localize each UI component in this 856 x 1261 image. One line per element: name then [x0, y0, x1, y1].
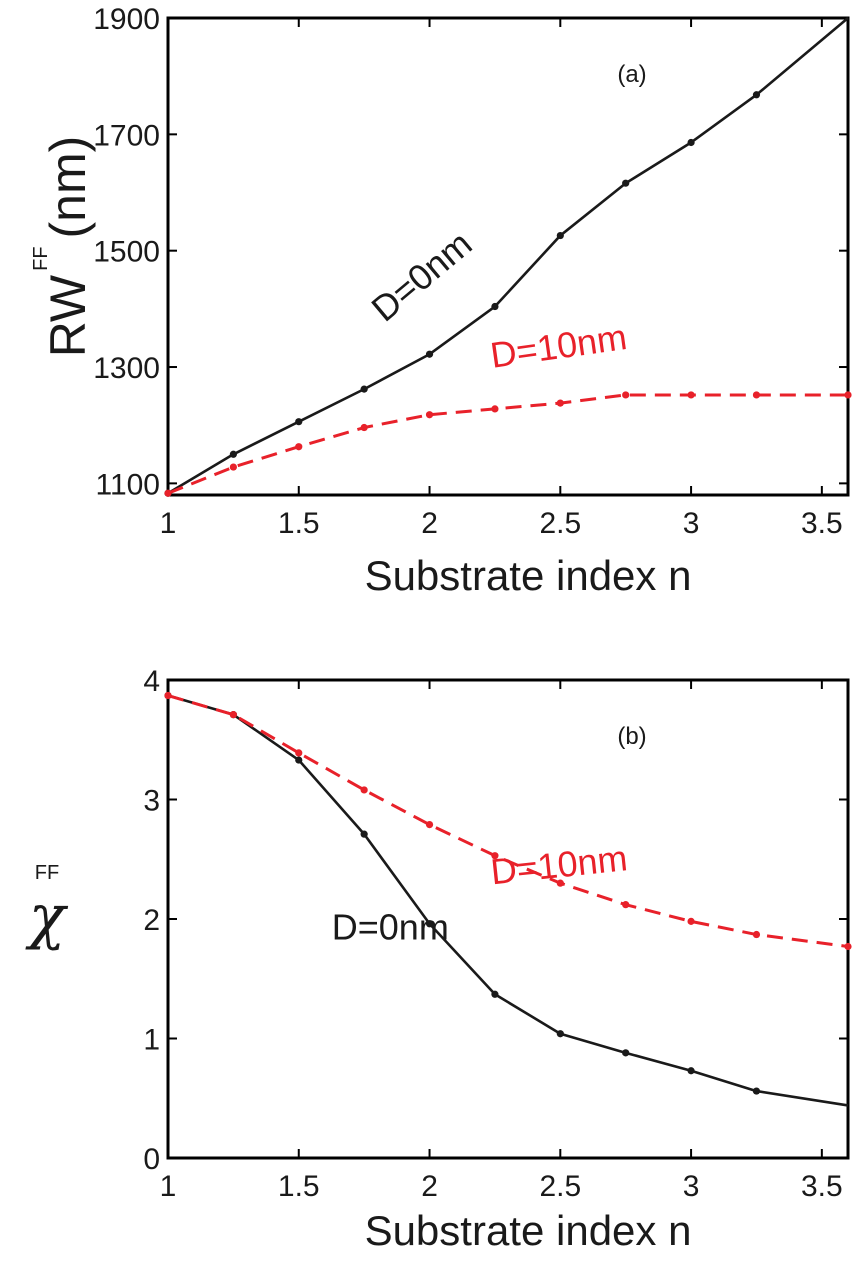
- x-tick-label: 1.5: [278, 1170, 320, 1203]
- series-line-d0nm: [167, 694, 849, 1107]
- data-point-d0nm: [687, 138, 695, 147]
- series-annotation: D=10nm: [489, 837, 630, 892]
- data-point-d10nm: [844, 942, 852, 951]
- data-point-d0nm: [491, 302, 499, 311]
- data-point-d10nm: [556, 879, 564, 887]
- data-point-d10nm: [425, 411, 434, 419]
- y-tick-label: 1500: [93, 236, 160, 269]
- y-tick-label: 4: [143, 665, 160, 698]
- data-point-d10nm: [295, 749, 303, 757]
- x-tick-label: 2: [421, 507, 438, 540]
- y-tick-label: 0: [143, 1143, 160, 1176]
- x-tick-label: 3: [683, 1170, 700, 1203]
- y-tick-label: 1300: [93, 352, 160, 385]
- x-tick-label: 3.5: [801, 1170, 843, 1203]
- data-point-d10nm: [844, 391, 852, 399]
- data-point-d0nm: [556, 1030, 564, 1038]
- x-tick-label: 1: [160, 507, 177, 540]
- x-tick-label: 1: [160, 1170, 177, 1203]
- data-point-d0nm: [622, 179, 630, 187]
- data-point-d10nm: [622, 901, 630, 909]
- data-point-d10nm: [752, 391, 761, 399]
- data-point-d0nm: [752, 91, 761, 99]
- data-point-d10nm: [360, 786, 368, 794]
- data-point-d0nm: [425, 350, 434, 358]
- data-point-d10nm: [556, 399, 564, 407]
- data-point-d10nm: [164, 691, 172, 700]
- data-point-d10nm: [164, 489, 172, 497]
- y-tick-label: 3: [143, 785, 160, 818]
- data-point-d0nm: [687, 1067, 695, 1075]
- x-tick-label: 1.5: [278, 507, 320, 540]
- y-axis-title: RW FF (nm): [30, 136, 96, 358]
- y-axis-title-unit: (nm): [40, 136, 96, 239]
- x-tick-label: 2.5: [539, 507, 581, 540]
- y-tick-label: 2: [143, 904, 160, 937]
- panel-tag: (b): [617, 723, 646, 750]
- data-point-d10nm: [752, 930, 761, 939]
- y-axis-title-superscript: FF: [30, 246, 52, 270]
- data-point-d0nm: [752, 1087, 761, 1095]
- y-tick-label: 1900: [93, 3, 160, 36]
- y-tick-label: 1100: [95, 468, 160, 501]
- data-point-d10nm: [229, 463, 237, 471]
- x-tick-label: 3: [683, 507, 700, 540]
- y-axis-title-main: RW: [40, 274, 96, 357]
- data-point-d0nm: [295, 756, 303, 764]
- data-point-d0nm: [360, 830, 368, 838]
- y-axis-title-symbol: χ: [25, 882, 69, 952]
- x-tick-label: 2.5: [539, 1170, 581, 1203]
- x-tick-label: 3.5: [801, 507, 843, 540]
- data-point-d10nm: [229, 711, 237, 719]
- data-point-d0nm: [360, 385, 368, 393]
- series-annotation: D=0nm: [332, 906, 449, 947]
- data-point-d0nm: [622, 1049, 630, 1057]
- data-point-d0nm: [425, 920, 434, 928]
- series-line-d10nm: [167, 694, 849, 948]
- data-point-d0nm: [295, 418, 303, 426]
- panel-tag: (a): [617, 61, 646, 88]
- series-annotation: D=10nm: [488, 316, 629, 376]
- data-point-d10nm: [491, 852, 499, 860]
- series-annotation: D=0nm: [363, 223, 479, 330]
- data-point-d10nm: [425, 820, 434, 829]
- data-point-d0nm: [491, 990, 499, 998]
- data-point-d0nm: [556, 231, 564, 240]
- x-axis-title: Substrate index n: [365, 1207, 692, 1254]
- y-tick-label: 1700: [93, 119, 160, 152]
- data-point-d10nm: [360, 423, 368, 432]
- x-axis-title: Substrate index n: [365, 552, 692, 599]
- series-line-d0nm: [167, 17, 849, 495]
- data-point-d0nm: [229, 450, 237, 458]
- data-point-d10nm: [622, 391, 630, 399]
- data-point-d10nm: [687, 917, 695, 925]
- chart-panel-a: 1 1.5 2 2.5 3 3.5 1100 1300 1500 1700 1900 Substrat…: [30, 3, 852, 599]
- y-axis-title-superscript: FF: [35, 862, 59, 884]
- series-line-d10nm: [167, 393, 848, 495]
- data-point-d10nm: [687, 391, 695, 399]
- data-point-d10nm: [295, 443, 303, 451]
- x-tick-label: 2: [421, 1170, 438, 1203]
- plot-frame: [166, 678, 850, 1160]
- plot-frame: [166, 16, 850, 497]
- data-point-d10nm: [491, 405, 499, 413]
- y-tick-label: 1: [143, 1024, 160, 1057]
